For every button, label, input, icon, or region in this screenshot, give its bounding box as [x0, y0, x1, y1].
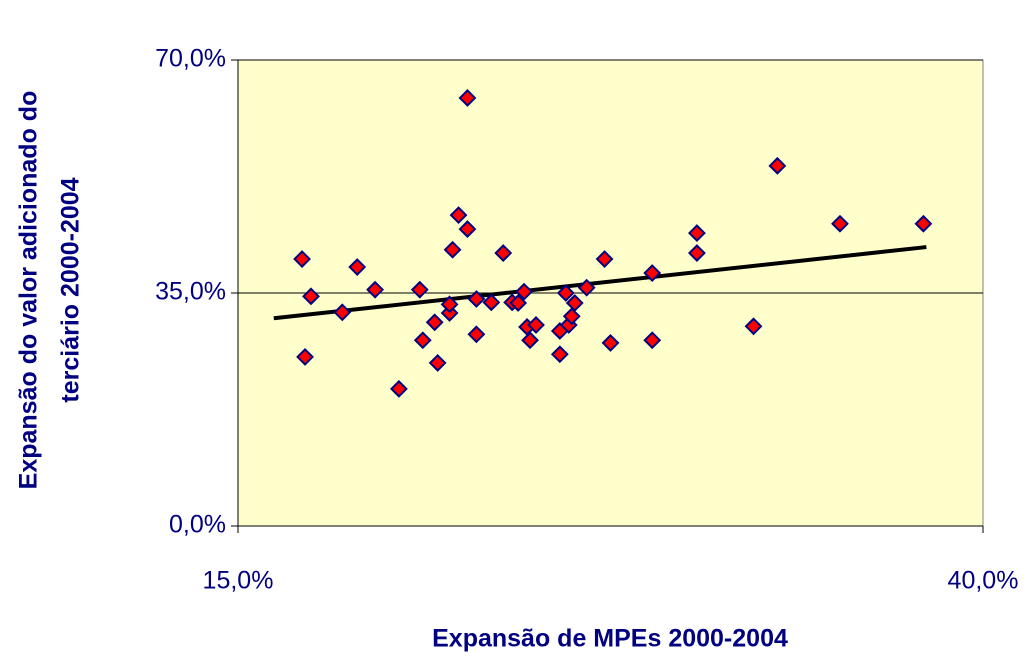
point [302, 287, 320, 306]
point [562, 307, 581, 326]
point [688, 224, 706, 242]
point [515, 282, 533, 301]
point [527, 316, 545, 334]
point [458, 89, 477, 107]
x-axis-label: Expansão de MPEs 2000-2004 [432, 625, 788, 653]
point [390, 379, 408, 398]
point [494, 244, 513, 262]
point [425, 313, 444, 332]
point [914, 214, 933, 233]
point [521, 331, 539, 350]
point [443, 240, 462, 259]
y-tick-label: 0,0% [169, 511, 226, 539]
point [768, 156, 787, 175]
point [467, 325, 486, 344]
point [410, 280, 429, 299]
trendline [273, 245, 927, 321]
point [348, 258, 367, 276]
point [565, 294, 584, 312]
point [293, 250, 311, 268]
point [509, 294, 528, 312]
point [296, 347, 314, 366]
point [333, 303, 352, 322]
point [601, 334, 620, 352]
point [449, 206, 468, 225]
point [458, 220, 477, 239]
point [413, 331, 432, 350]
point [643, 264, 662, 282]
point [831, 214, 849, 233]
point [688, 244, 706, 262]
point [482, 293, 501, 312]
x-tick-label: 40,0% [948, 567, 1019, 595]
point [440, 295, 459, 314]
point [550, 345, 569, 364]
point [577, 278, 596, 297]
x-tick-label: 15,0% [203, 567, 274, 595]
point [366, 280, 384, 299]
y-tick-label: 35,0% [155, 278, 226, 306]
y-axis-label: terciário 2000-2004 [57, 177, 85, 402]
point [428, 353, 447, 372]
point [467, 290, 486, 308]
y-tick-label: 70,0% [155, 45, 226, 73]
point [595, 250, 614, 268]
point [643, 331, 662, 350]
point [556, 284, 575, 302]
y-axis-label: Expansão do valor adicionado do [15, 91, 43, 490]
point [744, 317, 763, 336]
